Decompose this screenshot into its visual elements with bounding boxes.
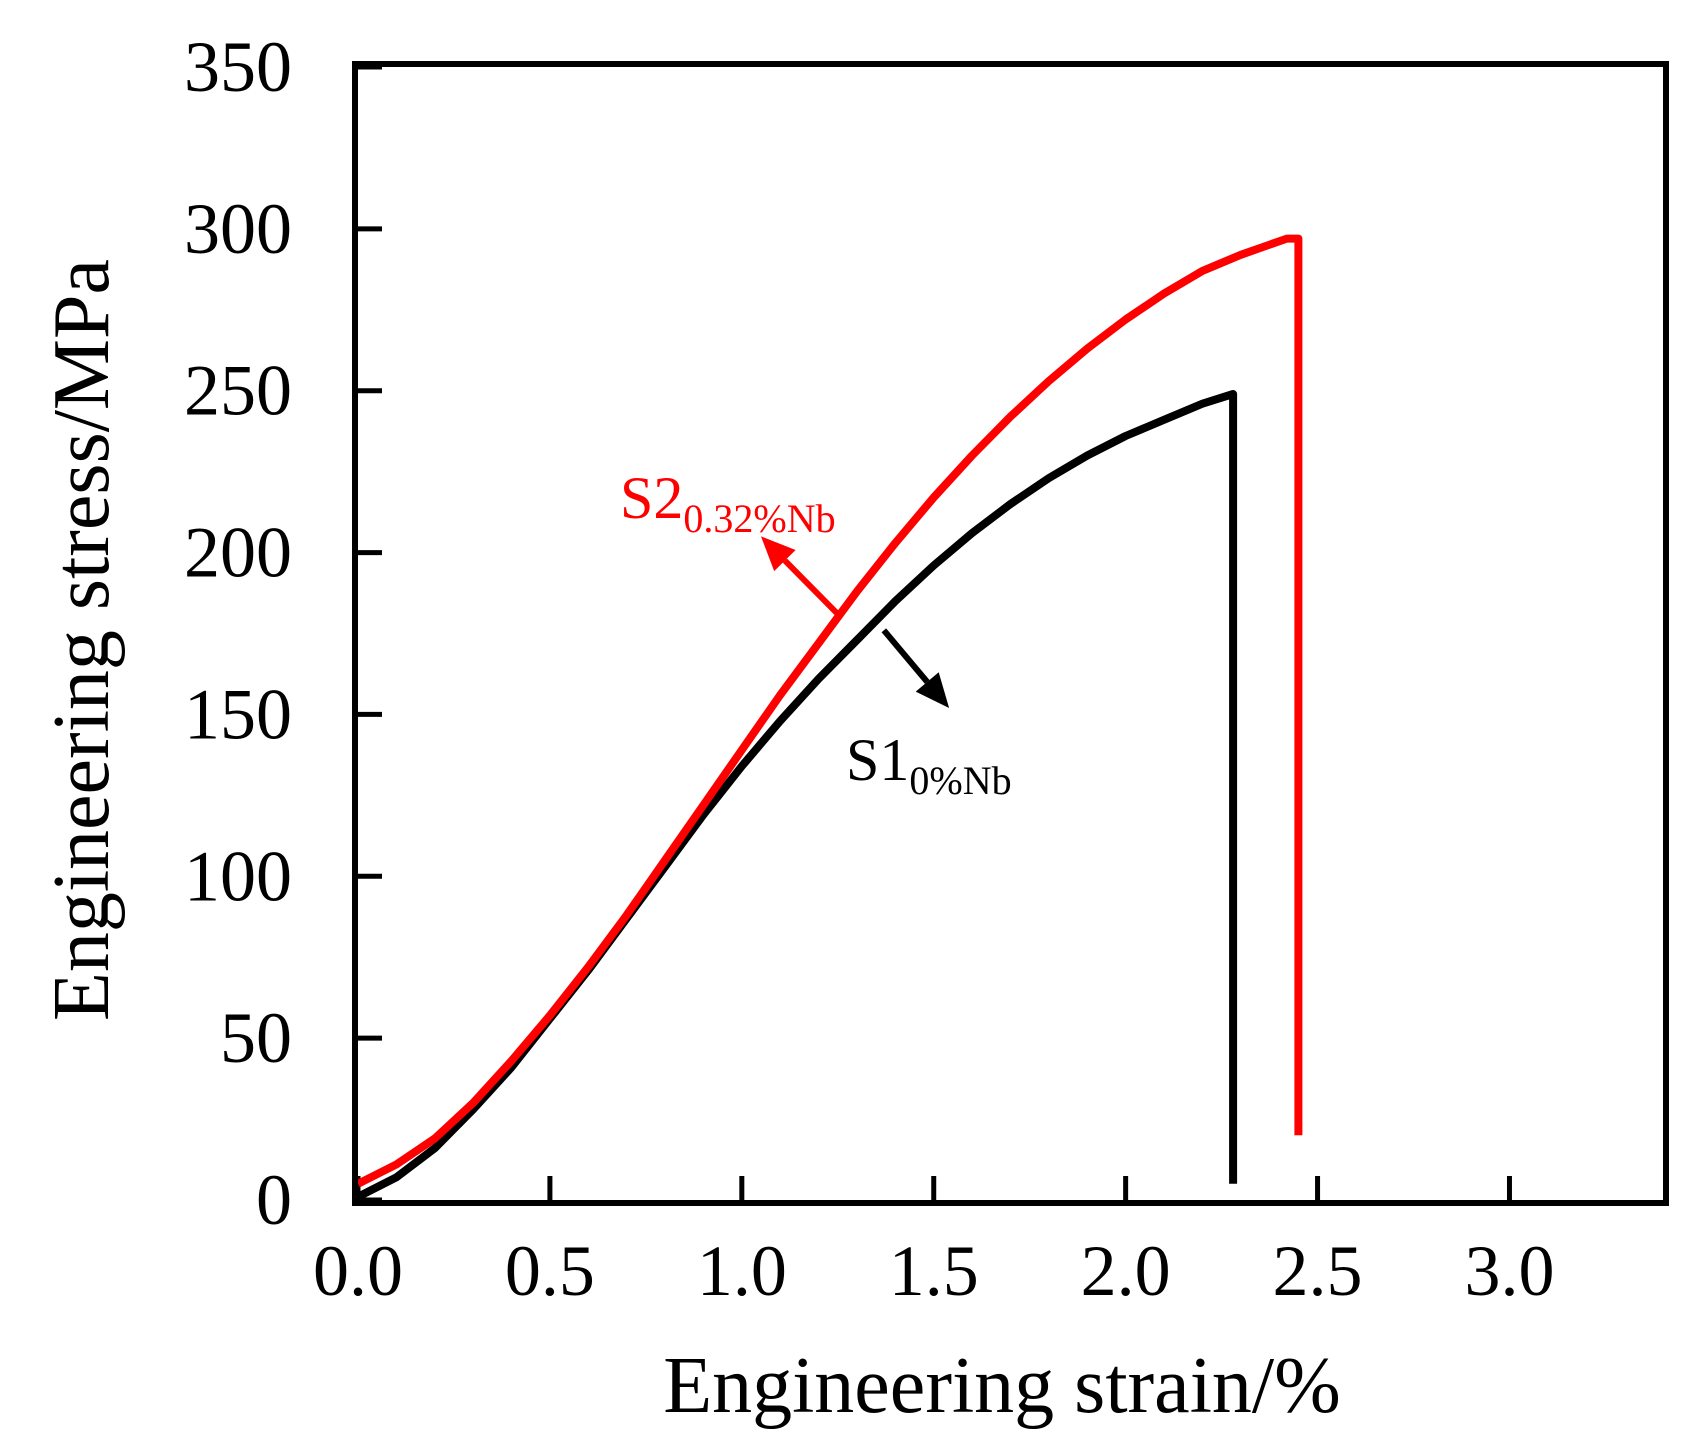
y-tick-label: 50 — [220, 998, 292, 1078]
y-tick-label: 150 — [184, 674, 292, 754]
x-axis-title: Engineering strain/% — [663, 1342, 1341, 1430]
annotation-arrow-s2 — [782, 558, 840, 617]
curve-layer — [356, 234, 1303, 1201]
series-label-s2-subscript: 0.32%Nb — [683, 496, 835, 541]
x-tick-label: 2.5 — [1273, 1231, 1363, 1311]
x-tick-label: 0.5 — [505, 1231, 595, 1311]
series-line-s1 — [356, 390, 1238, 1201]
tick-layer: 0.0 0.5 1.0 1.5 2.0 2.5 3.0 0 50 100 150 200 250 300 3… — [184, 27, 1554, 1311]
x-tick-label: 0.0 — [313, 1231, 403, 1311]
y-tick-label: 100 — [184, 836, 292, 916]
annotation-arrowhead-s1 — [915, 672, 950, 708]
y-tick-label: 200 — [184, 513, 292, 593]
y-axis-title: Engineering stress/MPa — [38, 259, 126, 1021]
series-line-s2 — [356, 234, 1303, 1188]
y-tick-label: 250 — [184, 351, 292, 431]
plot-frame — [352, 61, 1669, 1206]
x-tick-label: 1.5 — [889, 1231, 979, 1311]
series-label-s1-name: S1 — [846, 727, 909, 793]
series-label-s1: S10%Nb — [846, 727, 1012, 803]
annotation-arrowhead-s2 — [761, 536, 796, 572]
x-tick-label: 1.0 — [697, 1231, 787, 1311]
y-tick-label: 350 — [184, 27, 292, 107]
series-label-s2: S20.32%Nb — [620, 465, 836, 541]
y-tick-label: 300 — [184, 189, 292, 269]
annotation-layer — [761, 536, 950, 708]
series-label-s1-subscript: 0%Nb — [909, 758, 1011, 803]
x-tick-label: 2.0 — [1081, 1231, 1171, 1311]
series-label-s2-name: S2 — [620, 465, 683, 531]
y-tick-label: 0 — [256, 1160, 292, 1240]
x-tick-label: 3.0 — [1464, 1231, 1554, 1311]
annotation-arrow-s1 — [881, 628, 930, 684]
